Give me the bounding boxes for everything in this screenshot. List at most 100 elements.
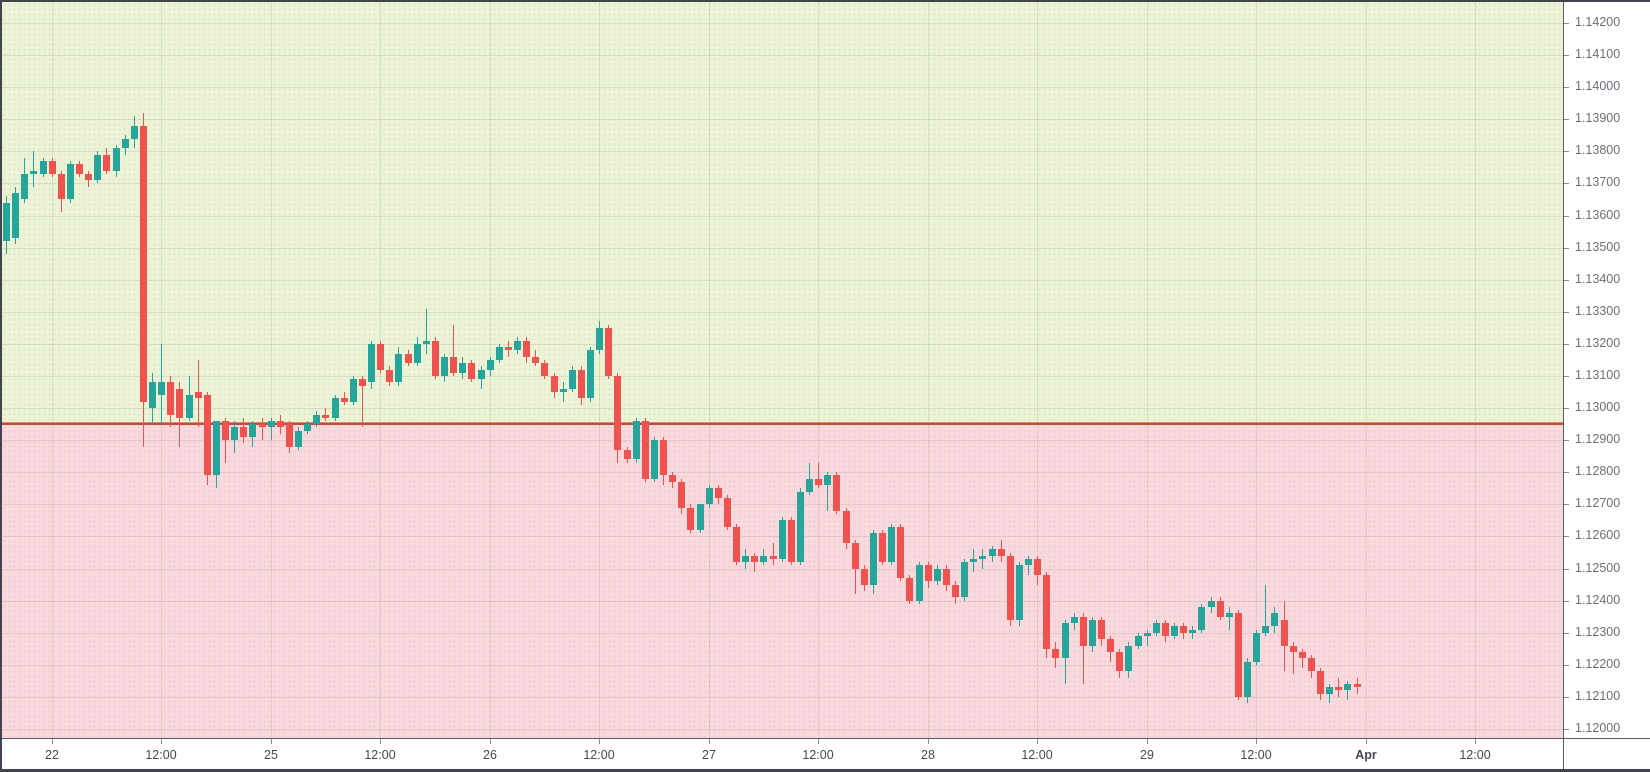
horizontal-gridline xyxy=(2,248,1563,249)
candle-body xyxy=(49,161,56,174)
candle-body xyxy=(897,527,904,578)
candle-body xyxy=(1208,601,1215,607)
candle-body xyxy=(505,347,512,350)
price-tick xyxy=(1564,248,1569,249)
candle-body xyxy=(560,389,567,392)
candle-body xyxy=(870,533,877,585)
candle-body xyxy=(660,440,667,475)
candle-body xyxy=(441,357,448,376)
candle-body xyxy=(861,569,868,585)
candle-body xyxy=(925,565,932,581)
candle-body xyxy=(1098,620,1105,639)
candle-wick xyxy=(1147,630,1148,646)
candle-body xyxy=(1290,646,1297,652)
horizontal-gridline xyxy=(2,504,1563,505)
candle-body xyxy=(961,562,968,597)
price-tick xyxy=(1564,23,1569,24)
candle-body xyxy=(614,376,621,450)
candle-body xyxy=(149,382,156,408)
position-boundary-line[interactable] xyxy=(2,422,1563,425)
time-tick xyxy=(818,739,819,744)
price-tick xyxy=(1564,440,1569,441)
candle-body xyxy=(742,556,749,562)
candle-body xyxy=(1034,559,1041,575)
candle-body xyxy=(341,398,348,402)
price-label: 1.14000 xyxy=(1575,79,1621,93)
candle-body xyxy=(989,549,996,556)
candle-wick xyxy=(262,418,263,440)
price-tick xyxy=(1564,665,1569,666)
candle-body xyxy=(1062,623,1069,658)
time-tick xyxy=(709,739,710,744)
time-label: 22 xyxy=(45,748,59,762)
candle-body xyxy=(468,363,475,379)
candle-body xyxy=(541,363,548,376)
candle-body xyxy=(1226,613,1233,617)
price-tick xyxy=(1564,408,1569,409)
candle-body xyxy=(277,421,284,427)
candle-body xyxy=(195,392,202,398)
candle-wick xyxy=(1083,613,1084,684)
price-tick xyxy=(1564,633,1569,634)
time-label: 12:00 xyxy=(1240,748,1272,762)
candle-body xyxy=(496,347,503,360)
time-label: 12:00 xyxy=(1459,748,1491,762)
price-tick xyxy=(1564,151,1569,152)
candle-body xyxy=(268,421,275,427)
candle-body xyxy=(1262,626,1269,633)
candle-body xyxy=(669,475,676,482)
candle-body xyxy=(1125,646,1132,671)
candle-body xyxy=(888,527,895,562)
price-label: 1.13800 xyxy=(1575,143,1621,157)
candle-body xyxy=(715,488,722,498)
candle-body xyxy=(3,203,10,241)
candle-wick xyxy=(563,382,564,402)
candle-body xyxy=(970,559,977,562)
candle-body xyxy=(1180,626,1187,633)
price-label: 1.12900 xyxy=(1575,432,1621,446)
candle-body xyxy=(158,382,165,395)
price-axis[interactable]: 1.14200 1.14100 1.14000 1.13900 1.13800 1.137… xyxy=(1563,2,1650,738)
price-label: 1.12600 xyxy=(1575,528,1621,542)
candle-body xyxy=(40,161,47,174)
price-tick xyxy=(1564,55,1569,56)
candle-body xyxy=(879,533,886,562)
candle-body xyxy=(478,370,485,379)
price-label: 1.12700 xyxy=(1575,496,1621,510)
candle-wick xyxy=(754,553,755,572)
vertical-gridline xyxy=(52,2,53,738)
candle-body xyxy=(414,344,421,363)
time-tick xyxy=(52,739,53,744)
horizontal-gridline xyxy=(2,697,1563,698)
plot-area[interactable] xyxy=(2,2,1563,738)
candle-body xyxy=(1344,684,1351,690)
candle-body xyxy=(952,585,959,597)
candle-body xyxy=(1107,639,1114,652)
candle-body xyxy=(624,450,631,459)
time-label: 26 xyxy=(483,748,497,762)
candle-wick xyxy=(453,325,454,376)
candle-body xyxy=(916,565,923,601)
candle-body xyxy=(359,379,366,386)
candle-body xyxy=(1317,671,1324,694)
horizontal-gridline xyxy=(2,440,1563,441)
candle-body xyxy=(833,475,840,511)
candle-wick xyxy=(325,408,326,421)
candle-wick xyxy=(1229,607,1230,630)
candle-body xyxy=(450,357,457,373)
vertical-gridline xyxy=(1037,2,1038,738)
horizontal-gridline xyxy=(2,312,1563,313)
horizontal-gridline xyxy=(2,472,1563,473)
vertical-gridline xyxy=(599,2,600,738)
horizontal-gridline xyxy=(2,633,1563,634)
time-axis[interactable]: 22 12:00 25 12:00 26 12:00 27 12:00 28 12:00 29 12:… xyxy=(2,738,1650,769)
horizontal-gridline xyxy=(2,119,1563,120)
candle-body xyxy=(1198,607,1205,630)
candle-body xyxy=(368,344,375,382)
candle-body xyxy=(824,475,831,485)
candle-wick xyxy=(1028,556,1029,575)
vertical-gridline xyxy=(1366,2,1367,738)
candle-body xyxy=(551,376,558,392)
candle-body xyxy=(578,370,585,398)
